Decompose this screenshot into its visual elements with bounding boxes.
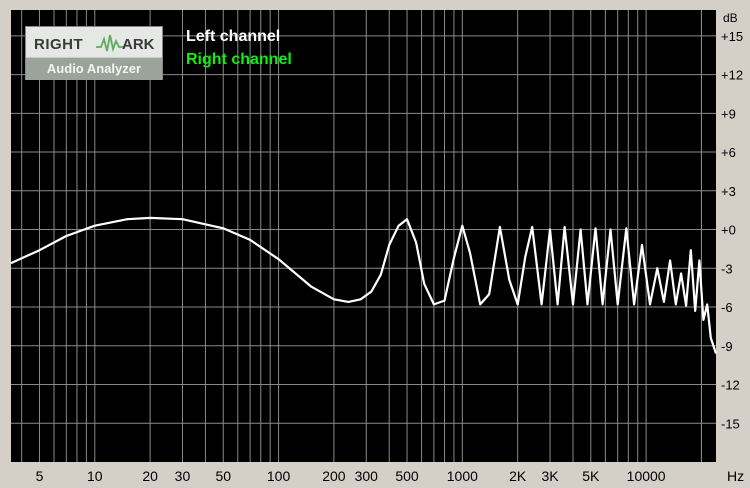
x-tick-label: 10 [87,468,103,484]
legend-right-channel: Right channel [186,51,292,68]
x-tick-label: 200 [322,468,346,484]
x-tick-label: 3K [541,468,559,484]
x-tick-label: 30 [175,468,191,484]
y-tick-label: +3 [721,184,736,199]
y-tick-label: -9 [721,339,733,354]
logo-wave-icon [96,34,124,53]
logo-word-right: RIGHT [34,36,84,53]
x-tick-label: 5 [36,468,44,484]
legend-left-channel: Left channel [186,28,281,45]
series-line-left-channel [10,216,718,354]
y-tick-label: +0 [721,223,736,238]
x-tick-label: 20 [142,468,158,484]
logo-subtitle: Audio Analyzer [26,58,162,80]
x-tick-label: 1000 [447,468,478,484]
x-tick-label: 10000 [627,468,666,484]
logo-word-ark: ARK [122,36,155,53]
rightmark-logo: RIGHT ARK Audio Analyzer [25,26,163,80]
plot-background [11,10,716,462]
y-tick-label: -3 [721,261,733,276]
x-tick-label: 300 [355,468,379,484]
y-tick-label: -15 [721,416,740,431]
y-axis-unit: dB [723,11,738,25]
y-tick-label: -12 [721,378,740,393]
x-tick-label: 2K [509,468,527,484]
y-tick-label: +9 [721,106,736,121]
x-tick-label: 500 [395,468,419,484]
y-tick-label: +15 [721,29,743,44]
logo-top-band [26,27,162,57]
y-tick-label: +12 [721,68,743,83]
x-tick-label: 50 [215,468,231,484]
x-tick-label: 100 [267,468,291,484]
y-tick-label: -6 [721,300,733,315]
y-tick-label: +6 [721,145,736,160]
x-tick-label: 5K [582,468,600,484]
x-axis-unit: Hz [727,468,744,484]
